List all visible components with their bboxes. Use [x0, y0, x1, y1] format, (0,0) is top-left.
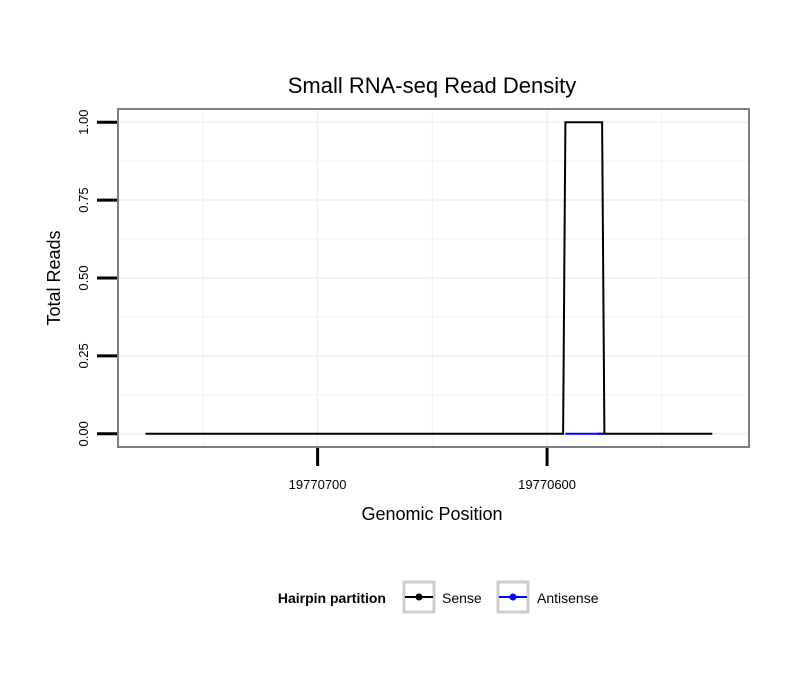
- plot-border: [117, 108, 750, 448]
- grid-lines: [118, 109, 749, 447]
- legend-point-sense: [415, 593, 423, 601]
- legend-label-sense: Sense: [442, 590, 482, 606]
- y-tick-label: 0.00: [76, 421, 91, 446]
- y-tick-label: 0.25: [76, 343, 91, 368]
- x-axis-title: Genomic Position: [361, 504, 502, 524]
- y-tick-label: 1.00: [76, 110, 91, 135]
- y-tick-label: 0.75: [76, 187, 91, 212]
- y-tick-label: 0.50: [76, 265, 91, 290]
- legend-title: Hairpin partition: [278, 590, 386, 606]
- x-tick-label: 19770600: [518, 477, 576, 492]
- chart-title: Small RNA-seq Read Density: [288, 73, 577, 98]
- x-axis: 19770700 19770600: [289, 448, 576, 492]
- legend: Hairpin partition Sense Antisense: [278, 580, 599, 614]
- legend-point-antisense: [509, 593, 517, 601]
- y-axis-title: Total Reads: [44, 230, 64, 325]
- series-group: [145, 121, 713, 435]
- x-tick-label: 19770700: [289, 477, 347, 492]
- y-axis: 0.00 0.25 0.50 0.75 1.00: [76, 110, 117, 446]
- legend-label-antisense: Antisense: [537, 590, 599, 606]
